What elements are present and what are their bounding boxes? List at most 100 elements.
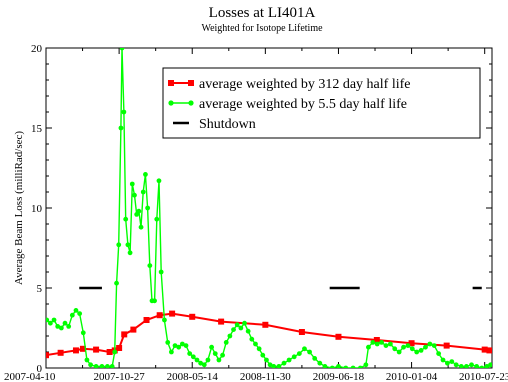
series-2-point: [286, 357, 292, 363]
series-2-point: [329, 365, 335, 368]
series-2-point: [105, 364, 110, 368]
series-2-point: [357, 365, 363, 368]
series-2-point: [383, 343, 389, 348]
series-2-point: [231, 327, 236, 332]
series-2-point: [138, 224, 144, 230]
series-1-point: [79, 345, 86, 352]
x-tick-label: 2010-07-23: [459, 371, 508, 382]
series-2-point: [370, 340, 376, 345]
legend-swatch-marker: [188, 100, 194, 106]
series-2-point: [66, 324, 72, 329]
series-2-point: [152, 298, 157, 304]
series-1-point: [218, 318, 225, 325]
legend-swatch-marker: [188, 80, 194, 86]
series-2-point: [209, 344, 215, 350]
series-2-point: [205, 357, 211, 363]
series-2-point: [469, 362, 474, 368]
y-tick-label: 15: [31, 123, 43, 135]
x-tick-label: 2007-04-10: [4, 371, 56, 382]
x-tick-label: 2009-06-18: [313, 371, 365, 382]
series-2-point: [227, 333, 233, 339]
series-2-point: [147, 263, 153, 268]
y-tick-label: 10: [31, 203, 43, 215]
series-2-point: [183, 343, 189, 348]
series-2-point: [119, 48, 125, 51]
series-2-point: [84, 357, 90, 363]
series-2-point: [93, 364, 99, 368]
y-tick-label: 20: [31, 43, 43, 55]
chart-subtitle: Weighted for Isotope Lifetime: [201, 23, 323, 34]
series-1-point: [443, 342, 450, 349]
legend-label: Shutdown: [199, 117, 256, 132]
series-1-point: [335, 333, 342, 340]
series-2-point: [123, 216, 129, 222]
chart-title: Losses at LI401A: [209, 5, 316, 21]
series-1-point: [93, 346, 100, 353]
series-2-point: [453, 362, 459, 368]
series-1-point: [72, 347, 79, 354]
series-1-point: [143, 317, 150, 323]
series-2-point: [125, 242, 131, 248]
series-1-point: [189, 313, 196, 320]
legend-label: average weighted by 312 day half life: [199, 77, 410, 92]
series-2-point: [396, 349, 402, 355]
series-2-point: [121, 109, 127, 115]
series-1-point: [106, 349, 113, 355]
series-2-point: [488, 362, 492, 368]
series-2-point: [307, 349, 312, 355]
series-2-point: [249, 336, 255, 342]
series-2-point: [267, 362, 273, 368]
series-1-point: [408, 340, 415, 347]
legend-swatch-marker: [168, 100, 174, 106]
series-2-point: [322, 364, 328, 368]
series-2-point: [350, 365, 356, 368]
series-2-point: [401, 344, 406, 350]
series-2-point: [58, 325, 64, 331]
series-2-point: [276, 364, 282, 368]
series-2-point: [445, 360, 450, 366]
series-2-point: [198, 360, 204, 366]
series-2-point: [281, 360, 287, 366]
series-2-point: [317, 360, 323, 366]
series-2-point: [165, 340, 171, 345]
series-2-point: [436, 351, 442, 356]
series-2-point: [223, 340, 229, 345]
series-2-point: [172, 343, 178, 348]
series-2-point: [156, 178, 162, 184]
series-1-point: [57, 349, 64, 356]
series-2-point: [143, 172, 148, 177]
series-2-point: [46, 317, 50, 323]
series-2-point: [80, 330, 86, 336]
series-2-point: [405, 343, 411, 348]
series-2-point: [51, 317, 57, 323]
series-2-point: [212, 351, 218, 356]
series-1-point: [116, 345, 123, 351]
series-2-point: [312, 356, 318, 361]
series-2-point: [234, 322, 240, 328]
series-2-point: [190, 354, 196, 360]
series-2-point: [176, 344, 182, 350]
legend-swatch-marker: [168, 80, 174, 86]
series-2-point: [162, 317, 167, 323]
series-2-point: [343, 365, 349, 368]
legend-box: [162, 67, 481, 139]
series-2-point: [256, 346, 262, 352]
series-2-point: [418, 348, 424, 353]
series-2-point: [109, 364, 115, 368]
series-1-point: [121, 331, 128, 338]
series-2-point: [62, 320, 68, 326]
x-tick-label: 2008-11-30: [240, 371, 291, 382]
series-2-point: [302, 346, 307, 352]
series-2-point: [291, 354, 297, 360]
series-2-point: [474, 364, 480, 368]
series-1-point: [46, 352, 49, 359]
series-2-point: [392, 346, 398, 352]
series-2-point: [479, 365, 485, 368]
series-1-point: [486, 347, 492, 354]
series-2-point: [145, 205, 151, 211]
plot-area: 0 5 10 15 20 2007-04-10 2007-10-27 2008-05-14 20…: [4, 43, 508, 382]
legend-label: average weighted by 5.5 day half life: [199, 97, 407, 112]
series-2-point: [427, 341, 433, 347]
series-2-point: [99, 364, 105, 368]
